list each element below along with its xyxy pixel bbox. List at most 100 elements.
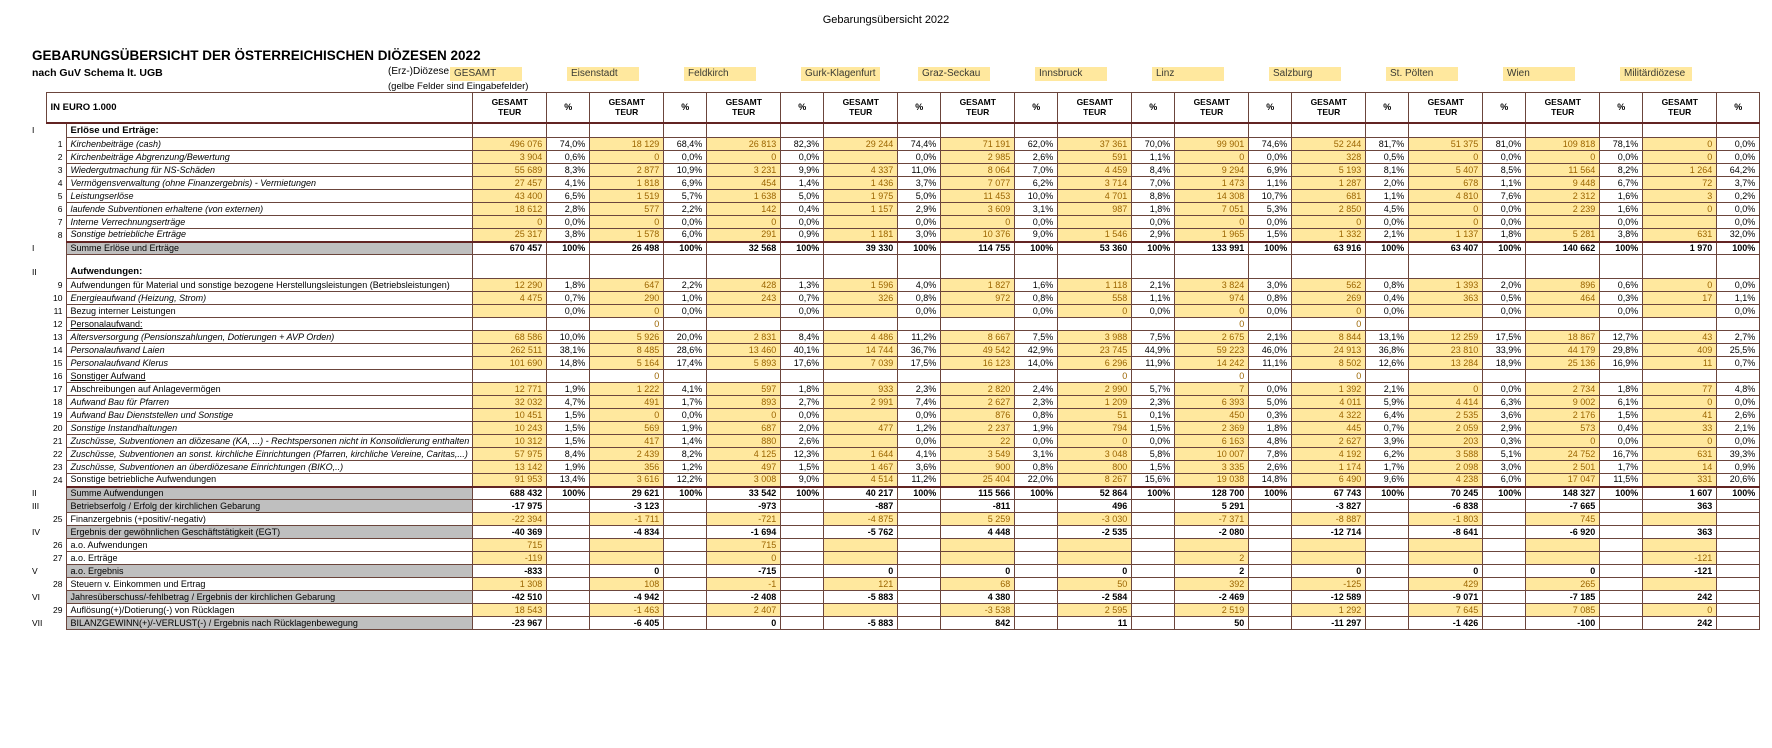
value-cell-14-gesamt[interactable]: 262 511: [472, 343, 548, 357]
value-cell-25-linz[interactable]: -7 371: [1174, 512, 1250, 526]
value-cell-11-wien[interactable]: [1525, 304, 1601, 318]
value-cell-22-innsbruck[interactable]: 3 048: [1057, 447, 1133, 461]
value-cell-10-st-poelten[interactable]: 363: [1408, 291, 1484, 305]
value-cell-28-feldkirch[interactable]: -1: [706, 577, 782, 591]
value-cell-11-st-poelten[interactable]: [1408, 304, 1484, 318]
value-cell-14-linz[interactable]: 59 223: [1174, 343, 1250, 357]
value-cell-19-militaerdioezese[interactable]: 41: [1642, 408, 1718, 422]
value-cell-4-salzburg[interactable]: 1 287: [1291, 176, 1367, 190]
value-cell-25-eisenstadt[interactable]: -1 711: [589, 512, 665, 526]
value-cell-23-graz-seckau[interactable]: 900: [940, 460, 1016, 474]
value-cell-22-gurk-klagenfurt[interactable]: 1 644: [823, 447, 899, 461]
value-cell-4-linz[interactable]: 1 473: [1174, 176, 1250, 190]
value-cell-28-innsbruck[interactable]: 50: [1057, 577, 1133, 591]
value-cell-17-gesamt[interactable]: 12 771: [472, 382, 548, 396]
value-cell-2-st-poelten[interactable]: 0: [1408, 150, 1484, 164]
value-cell-6-gurk-klagenfurt[interactable]: 1 157: [823, 202, 899, 216]
diocese-name-cell-wien[interactable]: Wien: [1503, 67, 1575, 81]
value-cell-13-militaerdioezese[interactable]: 43: [1642, 330, 1718, 344]
value-cell-15-salzburg[interactable]: 8 502: [1291, 356, 1367, 370]
value-cell-11-salzburg[interactable]: 0: [1291, 304, 1367, 318]
value-cell-2-feldkirch[interactable]: 0: [706, 150, 782, 164]
value-cell-6-innsbruck[interactable]: 987: [1057, 202, 1133, 216]
value-cell-5-wien[interactable]: 2 312: [1525, 189, 1601, 203]
value-cell-15-militaerdioezese[interactable]: 11: [1642, 356, 1718, 370]
value-cell-5-salzburg[interactable]: 681: [1291, 189, 1367, 203]
value-cell-5-graz-seckau[interactable]: 11 453: [940, 189, 1016, 203]
value-cell-28-wien[interactable]: 265: [1525, 577, 1601, 591]
value-cell-27-wien[interactable]: [1525, 551, 1601, 565]
value-cell-20-militaerdioezese[interactable]: 33: [1642, 421, 1718, 435]
diocese-name-cell-graz-seckau[interactable]: Graz-Seckau: [918, 67, 990, 81]
diocese-name-cell-gurk-klagenfurt[interactable]: Gurk-Klagenfurt: [801, 67, 880, 81]
value-cell-7-feldkirch[interactable]: 0: [706, 215, 782, 229]
value-cell-11-graz-seckau[interactable]: [940, 304, 1016, 318]
value-cell-18-st-poelten[interactable]: 4 414: [1408, 395, 1484, 409]
value-cell-7-wien[interactable]: [1525, 215, 1601, 229]
value-cell-4-innsbruck[interactable]: 3 714: [1057, 176, 1133, 190]
value-cell-7-gesamt[interactable]: 0: [472, 215, 548, 229]
value-cell-2-graz-seckau[interactable]: 2 985: [940, 150, 1016, 164]
value-cell-15-gesamt[interactable]: 101 690: [472, 356, 548, 370]
value-cell-6-wien[interactable]: 2 239: [1525, 202, 1601, 216]
value-cell-21-feldkirch[interactable]: 880: [706, 434, 782, 448]
value-cell-6-feldkirch[interactable]: 142: [706, 202, 782, 216]
value-cell-28-gesamt[interactable]: 1 308: [472, 577, 548, 591]
value-cell-6-gesamt[interactable]: 18 612: [472, 202, 548, 216]
value-cell-29-feldkirch[interactable]: 2 407: [706, 603, 782, 617]
value-cell-26-innsbruck[interactable]: [1057, 538, 1133, 552]
value-cell-4-gesamt[interactable]: 27 457: [472, 176, 548, 190]
value-cell-19-innsbruck[interactable]: 51: [1057, 408, 1133, 422]
value-cell-9-linz[interactable]: 3 824: [1174, 278, 1250, 292]
value-cell-25-graz-seckau[interactable]: 5 259: [940, 512, 1016, 526]
value-cell-2-gesamt[interactable]: 3 904: [472, 150, 548, 164]
value-cell-5-feldkirch[interactable]: 1 638: [706, 189, 782, 203]
value-cell-15-linz[interactable]: 14 242: [1174, 356, 1250, 370]
value-cell-25-gurk-klagenfurt[interactable]: -4 875: [823, 512, 899, 526]
value-cell-1-st-poelten[interactable]: 51 375: [1408, 137, 1484, 151]
value-cell-27-eisenstadt[interactable]: [589, 551, 665, 565]
value-cell-17-eisenstadt[interactable]: 1 222: [589, 382, 665, 396]
diocese-name-cell-salzburg[interactable]: Salzburg: [1269, 67, 1341, 81]
value-cell-20-st-poelten[interactable]: 2 059: [1408, 421, 1484, 435]
value-cell-19-linz[interactable]: 450: [1174, 408, 1250, 422]
value-cell-1-gesamt[interactable]: 496 076: [472, 137, 548, 151]
value-cell-11-linz[interactable]: 0: [1174, 304, 1250, 318]
diocese-name-cell-eisenstadt[interactable]: Eisenstadt: [567, 67, 639, 81]
value-cell-14-st-poelten[interactable]: 23 810: [1408, 343, 1484, 357]
value-cell-18-linz[interactable]: 6 393: [1174, 395, 1250, 409]
value-cell-22-feldkirch[interactable]: 4 125: [706, 447, 782, 461]
value-cell-24-gurk-klagenfurt[interactable]: 4 514: [823, 473, 899, 487]
value-cell-15-eisenstadt[interactable]: 5 164: [589, 356, 665, 370]
value-cell-6-graz-seckau[interactable]: 3 609: [940, 202, 1016, 216]
value-cell-26-linz[interactable]: [1174, 538, 1250, 552]
value-cell-24-linz[interactable]: 19 038: [1174, 473, 1250, 487]
value-cell-14-graz-seckau[interactable]: 49 542: [940, 343, 1016, 357]
value-cell-25-salzburg[interactable]: -8 887: [1291, 512, 1367, 526]
value-cell-19-wien[interactable]: 2 176: [1525, 408, 1601, 422]
value-cell-4-feldkirch[interactable]: 454: [706, 176, 782, 190]
value-cell-2-salzburg[interactable]: 328: [1291, 150, 1367, 164]
value-cell-18-innsbruck[interactable]: 1 209: [1057, 395, 1133, 409]
value-cell-27-innsbruck[interactable]: [1057, 551, 1133, 565]
value-cell-17-st-poelten[interactable]: 0: [1408, 382, 1484, 396]
value-cell-11-feldkirch[interactable]: [706, 304, 782, 318]
value-cell-3-graz-seckau[interactable]: 8 064: [940, 163, 1016, 177]
value-cell-2-linz[interactable]: 0: [1174, 150, 1250, 164]
value-cell-10-feldkirch[interactable]: 243: [706, 291, 782, 305]
value-cell-9-gurk-klagenfurt[interactable]: 1 596: [823, 278, 899, 292]
value-cell-5-innsbruck[interactable]: 4 701: [1057, 189, 1133, 203]
value-cell-13-graz-seckau[interactable]: 8 667: [940, 330, 1016, 344]
value-cell-17-innsbruck[interactable]: 2 990: [1057, 382, 1133, 396]
value-cell-6-eisenstadt[interactable]: 577: [589, 202, 665, 216]
value-cell-4-wien[interactable]: 9 448: [1525, 176, 1601, 190]
value-cell-29-st-poelten[interactable]: 7 645: [1408, 603, 1484, 617]
value-cell-21-linz[interactable]: 6 163: [1174, 434, 1250, 448]
value-cell-20-feldkirch[interactable]: 687: [706, 421, 782, 435]
value-cell-9-eisenstadt[interactable]: 647: [589, 278, 665, 292]
value-cell-9-salzburg[interactable]: 562: [1291, 278, 1367, 292]
value-cell-9-graz-seckau[interactable]: 1 827: [940, 278, 1016, 292]
value-cell-22-wien[interactable]: 24 752: [1525, 447, 1601, 461]
value-cell-1-linz[interactable]: 99 901: [1174, 137, 1250, 151]
value-cell-20-salzburg[interactable]: 445: [1291, 421, 1367, 435]
